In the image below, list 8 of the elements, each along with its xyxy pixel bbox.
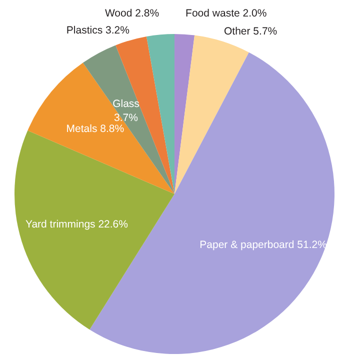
slice-label: Other 5.7% [224, 26, 278, 38]
slice-label: Food waste 2.0% [186, 7, 267, 20]
slice-label: Yard trimmings 22.6% [25, 218, 128, 230]
slice-label: Metals 8.8% [66, 123, 124, 136]
slice-label: Plastics 3.2% [66, 24, 130, 36]
slice-label: Wood 2.8% [104, 8, 160, 20]
slice-label: Paper & paperboard 51.2% [200, 239, 327, 252]
slice-label: Glass [112, 98, 140, 110]
